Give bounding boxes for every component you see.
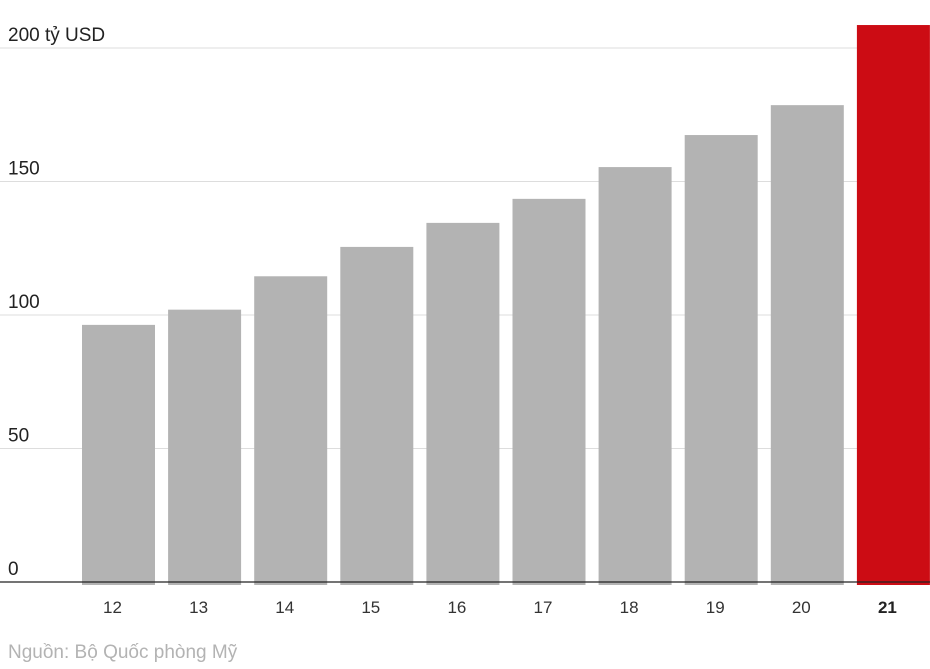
bar-16 [426, 222, 500, 585]
bar-15 [340, 246, 414, 586]
x-tick-labels: 12 13 14 15 16 17 18 19 20 21 [103, 598, 897, 617]
y-tick-label: 50 [8, 426, 29, 447]
y-tick-labels: 0 50 100 150 200 tỷ USD [8, 25, 105, 580]
bar-14 [254, 276, 328, 585]
bar-12 [82, 324, 155, 585]
y-tick-label: 150 [8, 159, 40, 180]
bar-17 [512, 198, 586, 586]
x-tick-label: 17 [534, 598, 553, 617]
x-tick-label: 19 [706, 598, 725, 617]
x-tick-label: 20 [792, 598, 811, 617]
x-tick-label: 12 [103, 598, 122, 617]
y-tick-label: 0 [8, 559, 19, 580]
y-tick-label: 100 [8, 292, 40, 313]
x-tick-label: 18 [620, 598, 639, 617]
y-tick-label: 200 tỷ USD [8, 25, 105, 46]
bar-18 [598, 167, 672, 585]
x-tick-label: 16 [447, 598, 466, 617]
bar-13 [168, 309, 242, 585]
x-tick-label: 13 [189, 598, 208, 617]
x-tick-label: 21 [878, 598, 897, 617]
bars [82, 25, 930, 586]
x-tick-label: 14 [275, 598, 294, 617]
bar-19 [684, 135, 758, 586]
bar-21 [856, 25, 930, 585]
bar-20 [770, 105, 844, 585]
source-note: Nguồn: Bộ Quốc phòng Mỹ [8, 642, 238, 663]
x-tick-label: 15 [361, 598, 380, 617]
